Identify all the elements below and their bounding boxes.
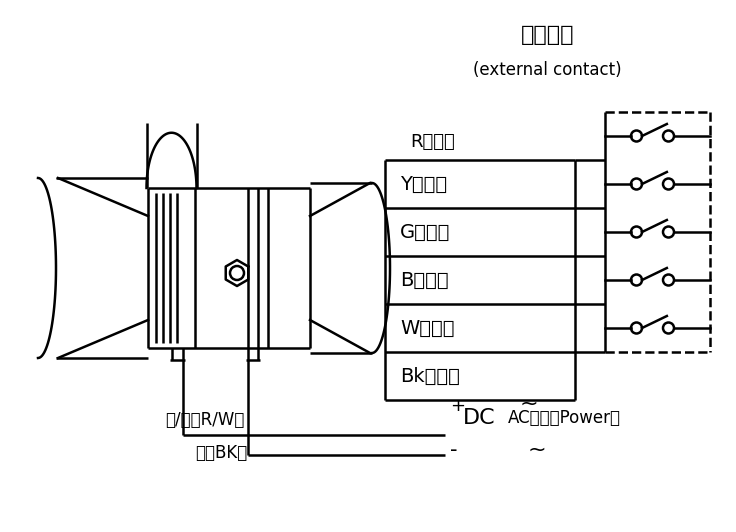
Text: DC: DC: [463, 408, 495, 428]
Text: 外部接点: 外部接点: [521, 25, 574, 45]
Text: -: -: [450, 440, 458, 460]
Text: ~: ~: [528, 440, 547, 460]
Text: +: +: [450, 397, 465, 415]
Text: Bk（黑）: Bk（黑）: [400, 367, 460, 386]
Text: Y（黄）: Y（黄）: [400, 174, 447, 194]
Text: (external contact): (external contact): [473, 61, 622, 79]
Text: ~: ~: [520, 394, 539, 414]
Text: B（蓝）: B（蓝）: [400, 270, 449, 289]
Text: AC电源（Power）: AC电源（Power）: [508, 409, 621, 427]
Text: G（绳）: G（绳）: [400, 222, 450, 242]
Text: W（白）: W（白）: [400, 319, 455, 337]
Text: 红/白（R/W）: 红/白（R/W）: [165, 411, 244, 429]
Text: R（红）: R（红）: [410, 133, 455, 151]
Text: 黑（BK）: 黑（BK）: [195, 444, 247, 462]
